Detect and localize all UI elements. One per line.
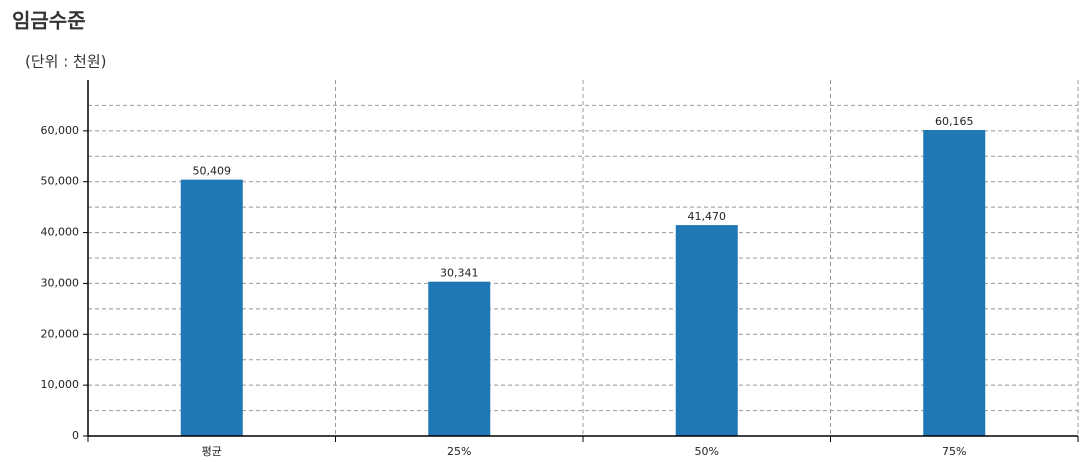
y-tick-label: 60,000 <box>41 124 80 137</box>
value-label: 60,165 <box>935 115 974 128</box>
y-tick-label: 30,000 <box>41 276 80 289</box>
x-tick-label: 50% <box>695 445 719 458</box>
x-tick-label: 75% <box>942 445 966 458</box>
y-tick-label: 0 <box>72 429 79 442</box>
bar <box>180 179 243 437</box>
value-label: 30,341 <box>440 267 479 280</box>
y-tick-label: 40,000 <box>41 226 80 239</box>
value-label: 41,470 <box>688 210 727 223</box>
bar <box>675 225 738 436</box>
x-tick-label: 평균 <box>202 445 222 458</box>
value-label: 50,409 <box>193 165 232 178</box>
y-tick-label: 10,000 <box>41 378 80 391</box>
y-tick-label: 50,000 <box>41 175 80 188</box>
bar <box>923 130 986 436</box>
y-tick-label: 20,000 <box>41 327 80 340</box>
chart-title: 임금수준 <box>12 9 86 33</box>
x-tick-label: 25% <box>447 445 471 458</box>
bar <box>428 281 491 436</box>
chart-subtitle: (단위 : 천원) <box>25 53 107 71</box>
